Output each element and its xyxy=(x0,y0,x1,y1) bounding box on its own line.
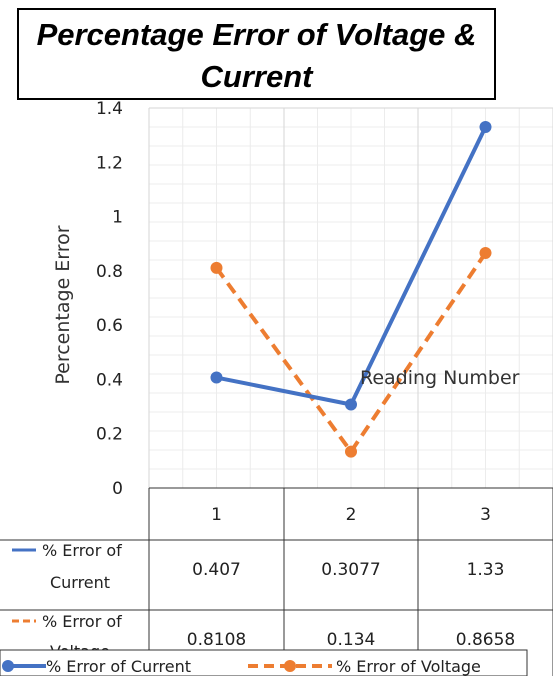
data-point xyxy=(479,246,492,259)
y-tick-label: 0.6 xyxy=(96,316,123,336)
table-value-cell: 0.8108 xyxy=(187,630,246,650)
data-point xyxy=(345,398,357,411)
row-label-line: % Error of xyxy=(42,612,122,631)
legend-entry: % Error of Voltage xyxy=(336,657,481,676)
row-label-line: Current xyxy=(50,573,110,592)
data-point xyxy=(210,371,223,384)
x-axis-label: Reading Number xyxy=(360,367,520,389)
y-tick-label: 1 xyxy=(112,208,123,228)
table-value-cell: 0.134 xyxy=(327,630,376,650)
table-value-cell: 0.407 xyxy=(192,560,241,580)
table-value-cell: 0.8658 xyxy=(456,630,515,650)
data-table: 1 2 3 % Error of Current 0.407 0.3077 1.33 % Err… xyxy=(0,487,553,676)
row-label-line: % Error of xyxy=(42,541,122,560)
legend-box xyxy=(0,649,528,676)
grid xyxy=(148,107,553,489)
data-point xyxy=(479,121,492,133)
legend-entry: % Error of Current xyxy=(46,657,191,676)
chart-title: Percentage Error of Voltage & Current xyxy=(36,17,477,94)
data-point xyxy=(210,261,223,274)
table-value-cell: 0.3077 xyxy=(321,560,380,580)
y-tick-label: 0 xyxy=(112,479,123,499)
data-point xyxy=(345,445,357,458)
legend-key-marker xyxy=(284,660,296,672)
legend-key-marker xyxy=(2,660,14,672)
y-tick-label: 0.4 xyxy=(96,370,123,390)
y-tick-label: 0.2 xyxy=(96,425,123,445)
x-category-label: 3 xyxy=(480,505,491,525)
y-tick-label: 1.4 xyxy=(96,99,123,119)
y-tick-label: 1.2 xyxy=(96,153,123,173)
x-category-label: 2 xyxy=(346,505,357,525)
y-axis: 0 0.2 0.4 0.6 0.8 1 1.2 1.4 xyxy=(96,99,123,499)
table-value-cell: 1.33 xyxy=(467,560,505,580)
series-line-1 xyxy=(214,251,488,454)
plot-area xyxy=(210,121,492,458)
chart-title-box: Percentage Error of Voltage & Current xyxy=(17,8,496,100)
x-category-label: 1 xyxy=(211,505,222,525)
y-tick-label: 0.8 xyxy=(96,262,123,282)
legend: % Error of Current % Error of Voltage xyxy=(0,649,528,676)
y-axis-label: Percentage Error xyxy=(52,225,74,384)
